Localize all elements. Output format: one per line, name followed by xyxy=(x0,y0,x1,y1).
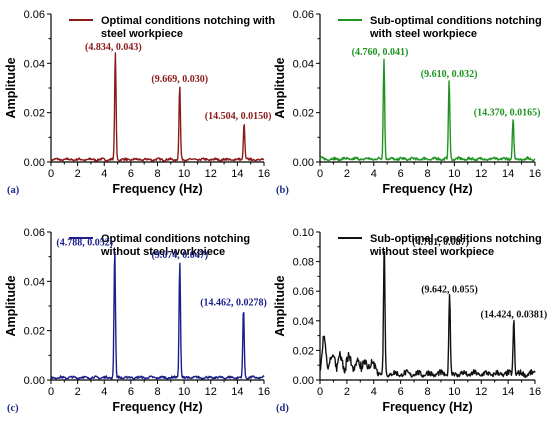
peak-annotation: (9.610, 0.032) xyxy=(421,69,478,80)
peak-annotation: (4.834, 0.043) xyxy=(85,42,142,53)
x-tick-label: 8 xyxy=(424,386,430,398)
x-tick-label: 6 xyxy=(128,168,134,180)
series-line xyxy=(319,58,536,162)
series-line xyxy=(50,251,265,380)
y-tick-label: 0.06 xyxy=(24,227,45,239)
x-tick-label: 6 xyxy=(398,386,404,398)
peak-annotation: (4.788, 0.052) xyxy=(56,238,113,249)
y-tick-label: 0.02 xyxy=(293,345,314,357)
peak-annotation: (14.462, 0.0278) xyxy=(200,297,267,308)
x-tick-label: 0 xyxy=(317,386,323,398)
y-tick-label: 0.06 xyxy=(293,286,314,298)
chart-panel-b: 0 2 4 6 8 10 12 14 16 0.00 0.02 0.04 0.06 Frequency (… xyxy=(273,9,542,196)
y-tick-label: 0.04 xyxy=(293,316,314,328)
legend-label: Optimal conditions notching without steel… xyxy=(100,233,250,258)
chart-panel-c: 0 2 4 6 8 10 12 14 16 0.00 0.02 0.04 0.06 Frequency (… xyxy=(4,227,270,414)
x-axis-label: Frequency (Hz) xyxy=(112,182,202,196)
x-tick-label: 12 xyxy=(205,386,217,398)
y-tick-label: 0.04 xyxy=(24,276,45,288)
y-tick-label: 0.00 xyxy=(293,375,314,387)
x-axis-label: Frequency (Hz) xyxy=(382,182,472,196)
peak-annotation: (9.674, 0.047) xyxy=(151,250,208,261)
x-tick-label: 14 xyxy=(231,386,243,398)
legend-label: Sub-optimal conditions notching without s… xyxy=(369,233,542,258)
x-tick-label: 16 xyxy=(258,386,270,398)
y-tick-label: 0.06 xyxy=(293,9,314,21)
x-tick-label: 10 xyxy=(178,386,190,398)
x-tick-label: 4 xyxy=(101,386,107,398)
panel-letter: (b) xyxy=(276,185,289,196)
peak-annotation: (4.760, 0.041) xyxy=(352,47,409,58)
x-tick-label: 14 xyxy=(502,168,514,180)
x-tick-label: 0 xyxy=(317,168,323,180)
y-tick-label: 0.00 xyxy=(293,157,314,169)
x-tick-label: 14 xyxy=(502,386,514,398)
y-tick-label: 0.06 xyxy=(24,9,45,21)
x-tick-label: 16 xyxy=(529,168,541,180)
y-tick-label: 0.04 xyxy=(293,58,314,70)
series-line xyxy=(50,52,265,162)
x-tick-label: 10 xyxy=(448,386,460,398)
x-tick-label: 12 xyxy=(475,386,487,398)
series-line xyxy=(319,250,536,379)
x-tick-label: 2 xyxy=(344,386,350,398)
y-axis-label: Amplitude xyxy=(273,57,287,118)
panel-letter: (c) xyxy=(7,403,19,414)
y-tick-label: 0.00 xyxy=(24,157,45,169)
y-axis-label: Amplitude xyxy=(4,275,18,336)
y-axis-label: Amplitude xyxy=(4,57,18,118)
x-axis-label: Frequency (Hz) xyxy=(382,400,472,414)
peak-annotation: (14.504, 0.0150) xyxy=(205,111,272,122)
x-tick-label: 2 xyxy=(75,168,81,180)
y-tick-label: 0.08 xyxy=(293,257,314,269)
chart-panel-a: 0 2 4 6 8 10 12 14 16 0.00 0.02 0.04 0.06 Frequency (… xyxy=(4,9,275,196)
y-tick-label: 0.00 xyxy=(24,375,45,387)
peak-annotation: (9.642, 0.055) xyxy=(421,285,478,296)
x-tick-label: 16 xyxy=(529,386,541,398)
x-tick-label: 4 xyxy=(101,168,107,180)
x-tick-label: 12 xyxy=(475,168,487,180)
x-tick-label: 4 xyxy=(371,168,377,180)
x-axis-label: Frequency (Hz) xyxy=(112,400,202,414)
y-tick-label: 0.10 xyxy=(293,227,314,239)
x-tick-label: 8 xyxy=(154,386,160,398)
x-tick-label: 16 xyxy=(258,168,270,180)
peak-annotation: (14.424, 0.0381) xyxy=(480,310,547,321)
x-tick-label: 14 xyxy=(231,168,243,180)
x-tick-label: 2 xyxy=(344,168,350,180)
y-tick-label: 0.02 xyxy=(293,108,314,120)
peak-annotation: (9.669, 0.030) xyxy=(151,74,208,85)
x-tick-label: 10 xyxy=(448,168,460,180)
legend-label: Sub-optimal conditions notching with stee… xyxy=(369,15,542,40)
chart-panel-d: 0 2 4 6 8 10 12 14 16 0.00 0.02 0.04 0.06 0.08 0.10 Fre… xyxy=(273,227,547,414)
y-axis-label: Amplitude xyxy=(273,275,287,336)
y-tick-label: 0.02 xyxy=(24,108,45,120)
peak-annotation: (4.781, 0.087) xyxy=(412,237,469,248)
x-tick-label: 0 xyxy=(48,168,54,180)
x-tick-label: 6 xyxy=(128,386,134,398)
x-tick-label: 2 xyxy=(75,386,81,398)
y-tick-label: 0.04 xyxy=(24,58,45,70)
x-tick-label: 6 xyxy=(398,168,404,180)
x-tick-label: 8 xyxy=(424,168,430,180)
x-tick-label: 0 xyxy=(48,386,54,398)
y-tick-label: 0.02 xyxy=(24,326,45,338)
panel-letter: (a) xyxy=(7,185,20,196)
x-tick-label: 4 xyxy=(371,386,377,398)
x-tick-label: 8 xyxy=(154,168,160,180)
x-tick-label: 10 xyxy=(178,168,190,180)
legend-label: Optimal conditions notching with steel wo… xyxy=(101,15,275,40)
peak-annotation: (14.370, 0.0165) xyxy=(474,107,541,118)
x-tick-label: 12 xyxy=(205,168,217,180)
panel-letter: (d) xyxy=(276,403,289,414)
